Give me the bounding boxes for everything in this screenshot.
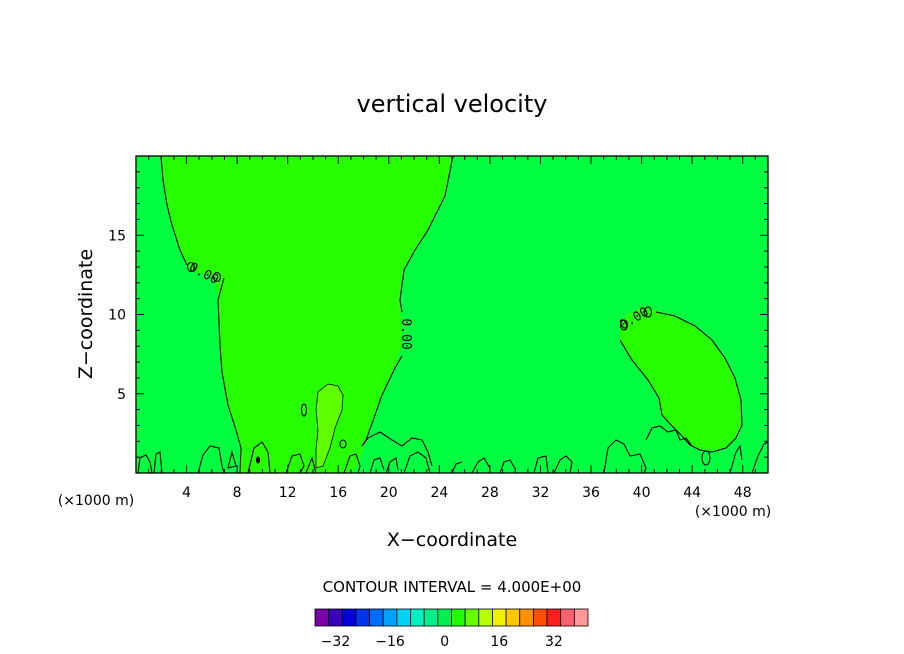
chart-title: vertical velocity	[357, 90, 548, 118]
contour-line-right	[619, 311, 743, 453]
contour-loop	[643, 306, 653, 318]
contour-lines	[137, 155, 769, 474]
y-tick-label: 10	[108, 308, 126, 324]
colorbar-cell	[505, 608, 521, 627]
x-tick-label: 44	[683, 485, 701, 501]
colorbar-cell	[410, 608, 425, 627]
contour-line-center	[361, 155, 454, 467]
colorbar-cell	[533, 608, 548, 627]
colorbar-tick-label: 16	[490, 634, 508, 650]
tick-marks	[136, 156, 768, 473]
colorbar-cell	[519, 608, 534, 627]
colorbar-cell	[464, 608, 480, 627]
colorbar-cell	[423, 608, 439, 627]
colorbar-cell	[314, 608, 330, 627]
colorbar-cell	[341, 608, 357, 627]
colorbar-tick-label: −16	[375, 634, 405, 650]
colorbar-tick-label: −32	[321, 634, 351, 650]
colorbar-cell	[355, 608, 371, 627]
y-unit-label: (×1000 m)	[58, 493, 134, 509]
x-axis-label: X−coordinate	[387, 529, 517, 551]
x-tick-label: 20	[380, 485, 398, 501]
x-tick-label: 36	[582, 485, 600, 501]
x-tick-label: 16	[329, 485, 347, 501]
contour-loop	[701, 450, 711, 466]
plot-area: 0.00 0.00 0.00	[135, 155, 769, 474]
colorbar-cell	[382, 608, 398, 627]
y-tick-label: 15	[108, 228, 126, 244]
colorbar-cell	[437, 608, 452, 627]
contour-loop	[186, 261, 196, 273]
y-tick-label: 5	[117, 387, 126, 403]
colorbar-cell	[369, 608, 384, 627]
x-unit-label: (×1000 m)	[695, 504, 771, 520]
contour-loop	[255, 456, 261, 464]
contour-region-core	[315, 383, 344, 469]
x-tick-label: 24	[430, 485, 448, 501]
contour-loop	[300, 403, 308, 417]
colorbar-cell	[560, 608, 575, 627]
colorbar-cell	[328, 608, 343, 627]
colorbar-cell	[546, 608, 562, 627]
colorbar-cell	[573, 608, 589, 627]
contour-interval-text: CONTOUR INTERVAL = 4.000E+00	[323, 578, 582, 596]
x-tick-label: 8	[233, 485, 242, 501]
colorbar-cell	[396, 608, 411, 627]
x-tick-label: 12	[279, 485, 297, 501]
contour-label: 0.00	[398, 318, 413, 349]
colorbar-cell	[478, 608, 493, 627]
x-tick-label: 4	[182, 485, 191, 501]
colorbar	[314, 608, 589, 627]
x-tick-label: 32	[532, 485, 550, 501]
colorbar-tick-label: 32	[545, 634, 563, 650]
contour-region-left	[161, 156, 453, 473]
x-tick-label: 48	[734, 485, 752, 501]
x-tick-label: 28	[481, 485, 499, 501]
contour-line-surface	[137, 425, 769, 474]
contour-loop	[339, 439, 347, 449]
colorbar-labels: −32 −16 0 16 32	[321, 634, 563, 650]
colorbar-cell	[492, 608, 507, 627]
contour-line-left	[160, 155, 242, 474]
colorbar-tick-label: 0	[440, 634, 449, 650]
contour-loop	[212, 271, 222, 283]
y-axis-label: Z−coordinate	[75, 249, 97, 379]
contour-region-right	[620, 308, 742, 452]
colorbar-cell	[451, 608, 466, 627]
contour-loop	[619, 319, 629, 331]
x-tick-label: 40	[633, 485, 651, 501]
